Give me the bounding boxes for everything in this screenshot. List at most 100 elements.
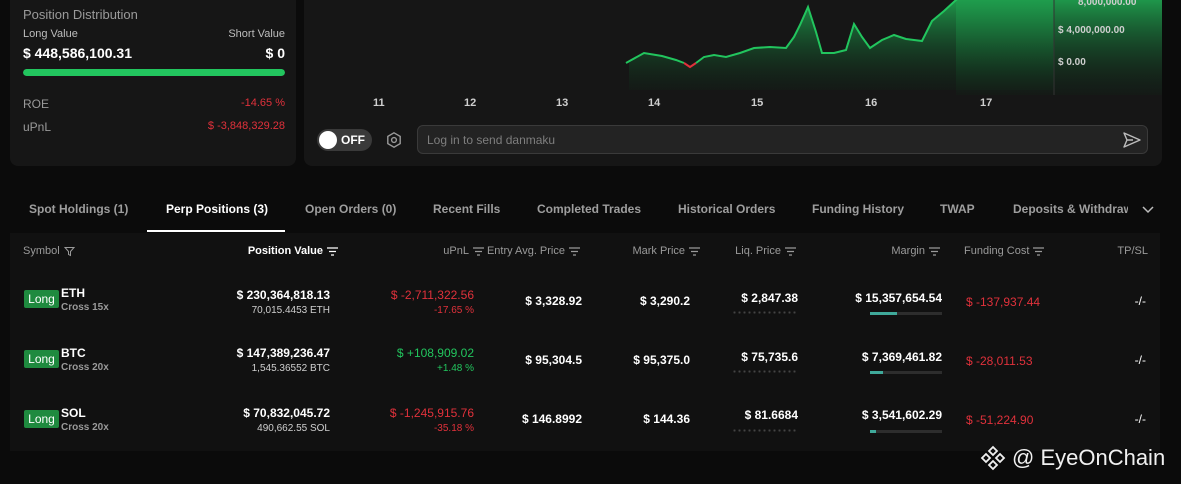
send-icon[interactable] [1122, 130, 1142, 150]
tpsl-value[interactable]: -/- [1134, 294, 1146, 308]
y-tick: $ 4,000,000.00 [1058, 25, 1125, 36]
header-funding-label: Funding Cost [964, 245, 1030, 257]
long-short-bar [23, 69, 285, 76]
sort-icon[interactable] [785, 246, 796, 256]
entry-price: $ 3,328.92 [525, 294, 582, 308]
leverage: Cross 20x [61, 362, 109, 373]
table-row[interactable]: Long ETH Cross 15x $ 230,364,818.13 70,0… [10, 271, 1160, 331]
x-tick: 11 [373, 97, 385, 109]
side-badge: Long [24, 350, 59, 368]
header-mark-label: Mark Price [632, 245, 685, 257]
liq-price: $ 75,735.6 [741, 350, 798, 364]
margin-bar-fill [870, 371, 883, 374]
tab-perp-positions[interactable]: Perp Positions (3) [166, 202, 269, 216]
margin-bar-fill [870, 430, 877, 433]
entry-price: $ 146.8992 [521, 412, 582, 426]
sort-icon[interactable] [929, 246, 940, 256]
header-symbol[interactable]: Symbol [23, 245, 75, 257]
upnl-percent: -35.18 % [433, 423, 474, 434]
upnl-value: $ -2,711,322.56 [390, 288, 474, 302]
y-tick: $ 0.00 [1058, 57, 1086, 68]
mark-price: $ 3,290.2 [639, 294, 690, 308]
funding-cost: $ -51,224.90 [966, 413, 1034, 427]
position-value: $ 230,364,818.13 [236, 288, 330, 302]
tab-spot-holdings[interactable]: Spot Holdings (1) [29, 202, 129, 216]
header-margin[interactable]: Margin [891, 245, 940, 257]
table-row[interactable]: Long SOL Cross 20x $ 70,832,045.72 490,6… [10, 391, 1160, 451]
tab-deposits-withdrawals[interactable]: Deposits & Withdraw [1013, 202, 1128, 216]
tab-open-orders[interactable]: Open Orders (0) [305, 202, 397, 216]
filter-icon[interactable] [63, 246, 75, 257]
sort-icon[interactable] [689, 246, 700, 256]
symbol[interactable]: SOL [61, 406, 86, 420]
position-value: $ 147,389,236.47 [236, 346, 330, 360]
sort-icon[interactable] [327, 246, 338, 256]
position-size: 490,662.55 SOL [257, 423, 330, 434]
symbol[interactable]: ETH [61, 286, 85, 300]
long-share-fill [23, 69, 285, 76]
tab-twap[interactable]: TWAP [940, 202, 975, 216]
margin-bar [870, 312, 942, 315]
header-entry-price[interactable]: Entry Avg. Price [487, 245, 580, 257]
toggle-label: OFF [341, 133, 365, 147]
x-tick: 13 [556, 97, 569, 109]
binance-logo-icon [980, 445, 1006, 471]
mark-price: $ 95,375.0 [633, 353, 690, 367]
tab-historical-orders[interactable]: Historical Orders [678, 202, 776, 216]
x-tick: 12 [464, 97, 477, 109]
position-distribution-card: Position Distribution Long Value Short V… [10, 0, 296, 166]
header-entry-label: Entry Avg. Price [486, 245, 565, 257]
upnl-label: uPnL [23, 120, 52, 134]
tab-recent-fills[interactable]: Recent Fills [433, 202, 501, 216]
header-funding-cost[interactable]: Funding Cost [964, 245, 1045, 257]
sort-icon[interactable] [569, 246, 580, 256]
x-tick: 15 [751, 97, 764, 109]
header-symbol-label: Symbol [23, 245, 60, 257]
margin-bar [870, 430, 942, 433]
entry-price: $ 95,304.5 [525, 353, 582, 367]
pnl-chart [625, 0, 1162, 95]
liq-price: $ 2,847.38 [741, 291, 798, 305]
symbol[interactable]: BTC [61, 346, 86, 360]
header-liq-price[interactable]: Liq. Price [735, 245, 796, 257]
liq-distance-dots [732, 370, 798, 373]
funding-cost: $ -28,011.53 [966, 354, 1033, 368]
liq-distance-dots [732, 429, 798, 432]
active-tab-indicator [147, 230, 285, 232]
position-size: 1,545.36552 BTC [251, 363, 330, 374]
toggle-knob [319, 131, 337, 149]
table-row[interactable]: Long BTC Cross 20x $ 147,389,236.47 1,54… [10, 331, 1160, 391]
watermark-text: @ EyeOnChain [1012, 445, 1166, 470]
watermark: @ EyeOnChain [980, 445, 1165, 471]
chevron-down-icon[interactable] [1140, 201, 1156, 217]
sort-icon[interactable] [1033, 246, 1045, 256]
upnl-value: $ -3,848,329.28 [207, 120, 285, 132]
header-upnl[interactable]: uPnL [443, 245, 484, 257]
settings-icon[interactable] [385, 131, 403, 149]
tab-funding-history[interactable]: Funding History [812, 202, 904, 216]
header-upnl-label: uPnL [443, 245, 469, 257]
margin-value: $ 15,357,654.54 [855, 291, 942, 305]
header-margin-label: Margin [891, 245, 925, 257]
header-position-value[interactable]: Position Value [248, 245, 338, 257]
x-tick: 16 [865, 97, 878, 109]
header-mark-price[interactable]: Mark Price [632, 245, 700, 257]
liq-distance-dots [732, 311, 798, 314]
header-liq-label: Liq. Price [735, 245, 781, 257]
tpsl-value[interactable]: -/- [1134, 353, 1146, 367]
upnl-percent: +1.48 % [437, 363, 474, 374]
long-value-label: Long Value [23, 28, 78, 40]
funding-cost: $ -137,937.44 [966, 295, 1041, 309]
distribution-title: Position Distribution [23, 7, 138, 22]
side-badge: Long [24, 290, 59, 308]
danmaku-input[interactable] [417, 125, 1148, 154]
x-tick: 17 [980, 97, 993, 109]
sort-icon[interactable] [473, 246, 484, 256]
margin-value: $ 7,369,461.82 [861, 350, 942, 364]
danmaku-toggle[interactable]: OFF [317, 129, 372, 151]
tab-completed-trades[interactable]: Completed Trades [537, 202, 642, 216]
position-size: 70,015.4453 ETH [251, 305, 330, 316]
tpsl-value[interactable]: -/- [1134, 412, 1146, 426]
header-tpsl: TP/SL [1117, 245, 1148, 257]
liq-price: $ 81.6684 [744, 408, 798, 422]
